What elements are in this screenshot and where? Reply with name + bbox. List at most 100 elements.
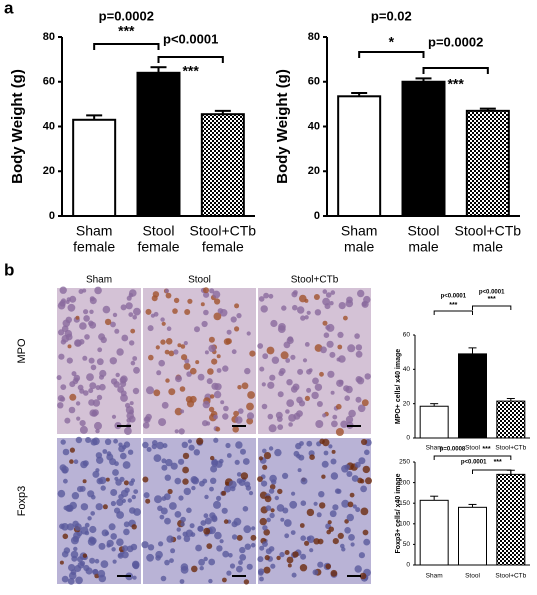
nucleus	[238, 560, 243, 565]
nucleus	[262, 464, 268, 470]
nucleus	[331, 420, 338, 428]
nucleus	[122, 461, 131, 469]
bar	[200, 113, 245, 217]
nucleus	[290, 354, 296, 360]
nucleus	[245, 485, 252, 491]
nucleus	[105, 477, 110, 482]
nucleus	[176, 527, 181, 532]
nucleus	[271, 356, 280, 364]
nucleus	[132, 315, 137, 320]
nucleus	[306, 310, 311, 315]
nucleus	[133, 508, 142, 516]
nucleus	[269, 484, 276, 490]
nucleus	[161, 464, 168, 471]
nucleus	[219, 539, 224, 544]
nucleus	[129, 340, 135, 346]
nucleus	[315, 420, 324, 428]
nucleus	[306, 369, 312, 375]
nucleus	[113, 438, 118, 444]
nucleus	[142, 476, 149, 483]
y-tick-label: 20	[43, 165, 55, 177]
nucleus	[267, 381, 275, 389]
nucleus	[96, 358, 104, 366]
nucleus	[70, 569, 77, 576]
micrograph-bg	[258, 438, 371, 584]
nucleus	[164, 517, 171, 525]
nucleus	[132, 387, 140, 395]
nucleus	[237, 385, 242, 390]
nucleus	[200, 520, 207, 526]
nucleus	[187, 298, 193, 304]
nucleus	[223, 405, 229, 412]
nucleus	[236, 478, 243, 484]
nucleus	[249, 350, 256, 357]
micrograph	[257, 438, 372, 584]
nucleus	[322, 289, 328, 294]
nucleus	[165, 338, 173, 345]
nucleus	[262, 541, 268, 547]
nucleus	[69, 295, 77, 303]
nucleus	[347, 501, 354, 508]
nucleus	[208, 526, 217, 535]
nucleus	[97, 347, 103, 353]
nucleus	[100, 560, 109, 568]
nucleus	[59, 523, 65, 530]
nucleus	[195, 544, 203, 552]
nucleus	[325, 325, 331, 330]
nucleus	[89, 409, 97, 417]
nucleus	[332, 414, 338, 420]
nucleus	[277, 488, 283, 495]
row-label: MPO	[16, 338, 28, 364]
nucleus	[364, 449, 370, 456]
nucleus	[79, 322, 87, 330]
nucleus	[104, 318, 112, 326]
nucleus	[270, 319, 278, 328]
nucleus	[145, 413, 152, 421]
nucleus	[208, 578, 213, 584]
nucleus	[111, 547, 116, 552]
nucleus	[246, 563, 253, 570]
nucleus	[340, 420, 348, 428]
nucleus	[161, 321, 166, 326]
nucleus	[187, 439, 192, 444]
nucleus	[120, 452, 127, 460]
nucleus	[263, 529, 271, 536]
nucleus	[336, 488, 342, 494]
nucleus	[154, 495, 162, 504]
nucleus	[259, 545, 265, 551]
nucleus	[361, 300, 369, 308]
nucleus	[248, 491, 254, 496]
nucleus	[208, 558, 216, 566]
nucleus	[155, 345, 160, 350]
nucleus	[197, 373, 205, 381]
y-tick-label: 200	[399, 479, 410, 486]
nucleus	[153, 454, 162, 462]
x-tick-label: Stool	[143, 223, 175, 239]
bar	[337, 95, 382, 217]
nucleus	[110, 321, 116, 328]
nucleus	[118, 494, 124, 500]
nucleus	[160, 339, 166, 345]
nucleus	[77, 556, 83, 563]
nucleus	[223, 519, 229, 524]
nucleus	[341, 499, 350, 508]
nucleus	[58, 353, 65, 360]
nucleus	[133, 307, 141, 316]
nucleus	[226, 329, 232, 335]
nucleus	[199, 566, 204, 571]
nucleus	[306, 387, 312, 393]
nucleus	[174, 511, 182, 518]
nucleus	[234, 459, 240, 465]
nucleus	[86, 373, 94, 381]
column-label: Stool	[188, 275, 211, 286]
nucleus	[250, 534, 257, 541]
nucleus	[61, 575, 69, 583]
nucleus	[341, 547, 346, 552]
y-tick-label: 80	[308, 31, 320, 43]
nucleus	[175, 375, 182, 383]
nucleus	[114, 328, 120, 334]
nucleus	[178, 428, 185, 435]
nucleus	[268, 293, 274, 299]
nucleus	[128, 415, 136, 423]
nucleus	[204, 494, 209, 500]
